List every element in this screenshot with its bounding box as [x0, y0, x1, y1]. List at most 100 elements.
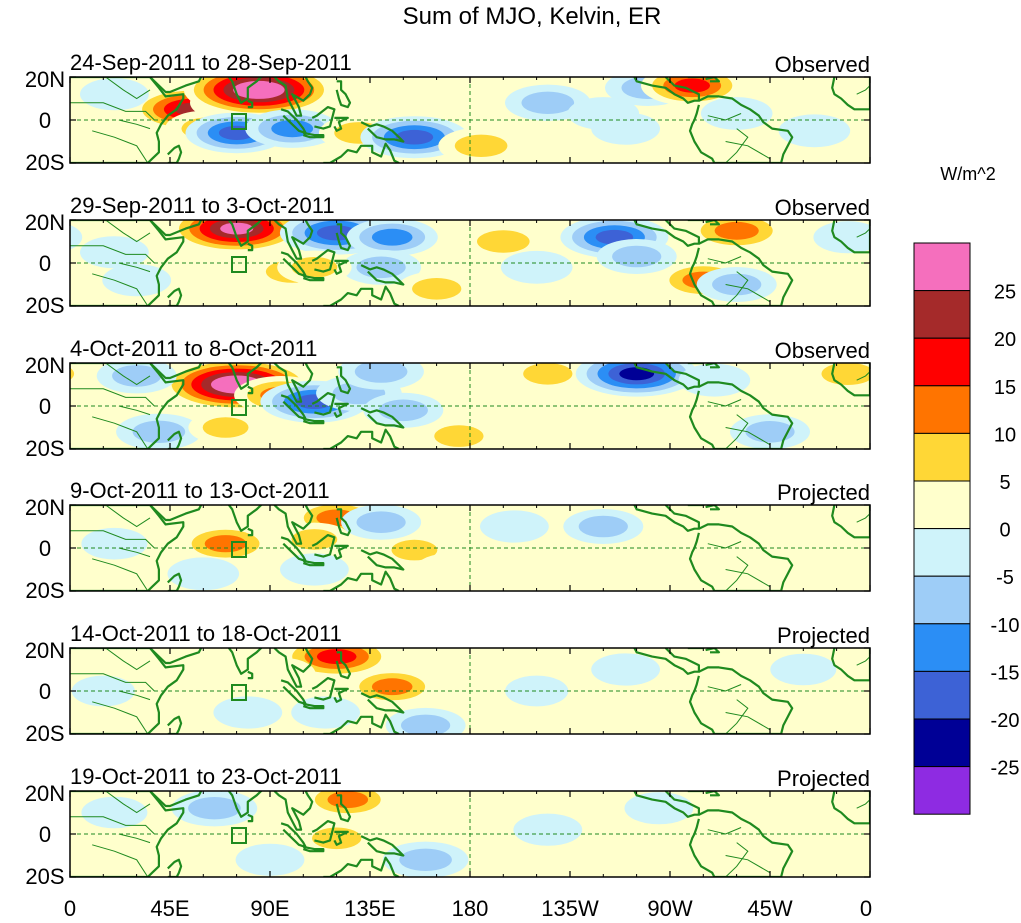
anomaly-contour — [619, 367, 655, 381]
map-area — [69, 790, 871, 878]
colorbar: 25 20 15 10 5 0 -5 -10 -15 -20 -25 — [913, 242, 1019, 815]
coastline — [335, 508, 352, 537]
colorbar-swatch — [913, 575, 971, 625]
x-tick-label: 135E — [344, 896, 395, 921]
coastline — [323, 570, 400, 591]
anomaly-contour — [70, 224, 83, 250]
anomaly-contour — [71, 675, 135, 707]
anomaly-contour — [204, 535, 247, 553]
anomaly-contour — [778, 114, 851, 148]
country-border — [92, 130, 149, 163]
anomaly-contour — [714, 221, 759, 240]
anomaly-contour — [167, 557, 240, 591]
anomaly-contour — [674, 78, 710, 93]
panel-date-range: 24-Sep-2011 to 28-Sep-2011 — [70, 50, 352, 75]
coastline — [705, 77, 720, 83]
coastline — [273, 220, 314, 260]
y-tick-label: 0 — [39, 822, 51, 847]
country-border — [70, 388, 155, 407]
panel-status: Projected — [777, 623, 870, 648]
country-border — [856, 228, 870, 238]
colorbar-label: 5 — [999, 472, 1010, 494]
coastline — [167, 144, 183, 163]
coastline — [167, 715, 183, 734]
anomaly-contour — [291, 529, 338, 550]
country-border — [725, 556, 749, 591]
country-border — [725, 855, 771, 874]
y-tick-label: 0 — [39, 394, 51, 419]
anomaly-contour — [399, 848, 452, 871]
coastline — [280, 108, 307, 134]
anomaly-contour — [700, 97, 773, 130]
country-border — [92, 844, 149, 877]
x-tick-label: 135W — [541, 896, 599, 921]
coastline — [247, 385, 254, 395]
coastline — [831, 220, 870, 254]
coastline — [360, 835, 405, 857]
coastline — [831, 77, 870, 111]
y-tick-label: 20N — [25, 495, 65, 520]
coastline — [167, 858, 183, 877]
y-tick-label: 20N — [25, 781, 65, 806]
anomaly-contour — [480, 510, 549, 543]
coastline — [633, 648, 700, 675]
coastline — [688, 95, 794, 163]
coastline — [311, 106, 336, 130]
coastline — [221, 220, 265, 247]
coastline — [705, 505, 720, 511]
anomaly-contour — [188, 797, 241, 820]
anomaly-contour — [202, 417, 249, 438]
y-tick-label: 0 — [39, 251, 51, 276]
panel-date-range: 29-Sep-2011 to 3-Oct-2011 — [70, 193, 335, 218]
coastline — [323, 428, 400, 449]
colorbar-swatch — [913, 432, 971, 482]
coastline — [302, 274, 325, 282]
y-tick-label: 20N — [25, 67, 65, 92]
anomaly-contour — [821, 363, 870, 385]
country-border — [707, 684, 742, 692]
country-border — [725, 414, 749, 449]
coastline — [149, 220, 203, 237]
country-border — [105, 363, 151, 386]
colorbar-swatch — [913, 670, 971, 720]
coastline — [688, 381, 794, 449]
country-border — [70, 102, 155, 121]
colorbar-swatch — [913, 623, 971, 672]
panel-status: Observed — [775, 195, 870, 220]
x-tick-label: 0 — [860, 896, 872, 921]
coastline — [149, 505, 203, 522]
panel-status: Observed — [775, 52, 870, 77]
y-tick-label: 20S — [25, 150, 64, 175]
coastline — [149, 363, 203, 380]
coastline — [273, 648, 314, 688]
country-border — [725, 128, 749, 163]
y-tick-label: 20N — [25, 353, 65, 378]
anomaly-contour — [70, 367, 75, 380]
anomaly-contour — [591, 112, 660, 145]
anomaly-contour — [401, 714, 451, 734]
anomaly-contour — [368, 809, 438, 842]
coastline — [831, 363, 870, 397]
y-tick-label: 20N — [25, 638, 65, 663]
coastline — [633, 505, 700, 532]
country-border — [92, 416, 149, 449]
anomaly-contour — [624, 792, 694, 825]
country-border — [856, 799, 870, 809]
anomaly-contour — [80, 78, 149, 111]
region-box — [231, 541, 247, 558]
anomaly-contour — [500, 250, 573, 284]
map-panel: 19-Oct-2011 to 23-Oct-2011 Projected 20N 0 2… — [25, 764, 871, 889]
y-tick-label: 20S — [25, 293, 64, 318]
coastline — [273, 791, 314, 831]
colorbar-swatch — [913, 242, 971, 292]
region-box — [231, 113, 247, 130]
anomaly-contour — [412, 278, 462, 300]
coastline — [831, 791, 870, 825]
country-border — [118, 262, 151, 273]
anomaly-contour — [578, 515, 628, 538]
panel-date-range: 19-Oct-2011 to 23-Oct-2011 — [70, 764, 342, 789]
anomaly-contour — [454, 134, 508, 157]
coastline — [333, 402, 349, 418]
coastline — [247, 670, 254, 680]
